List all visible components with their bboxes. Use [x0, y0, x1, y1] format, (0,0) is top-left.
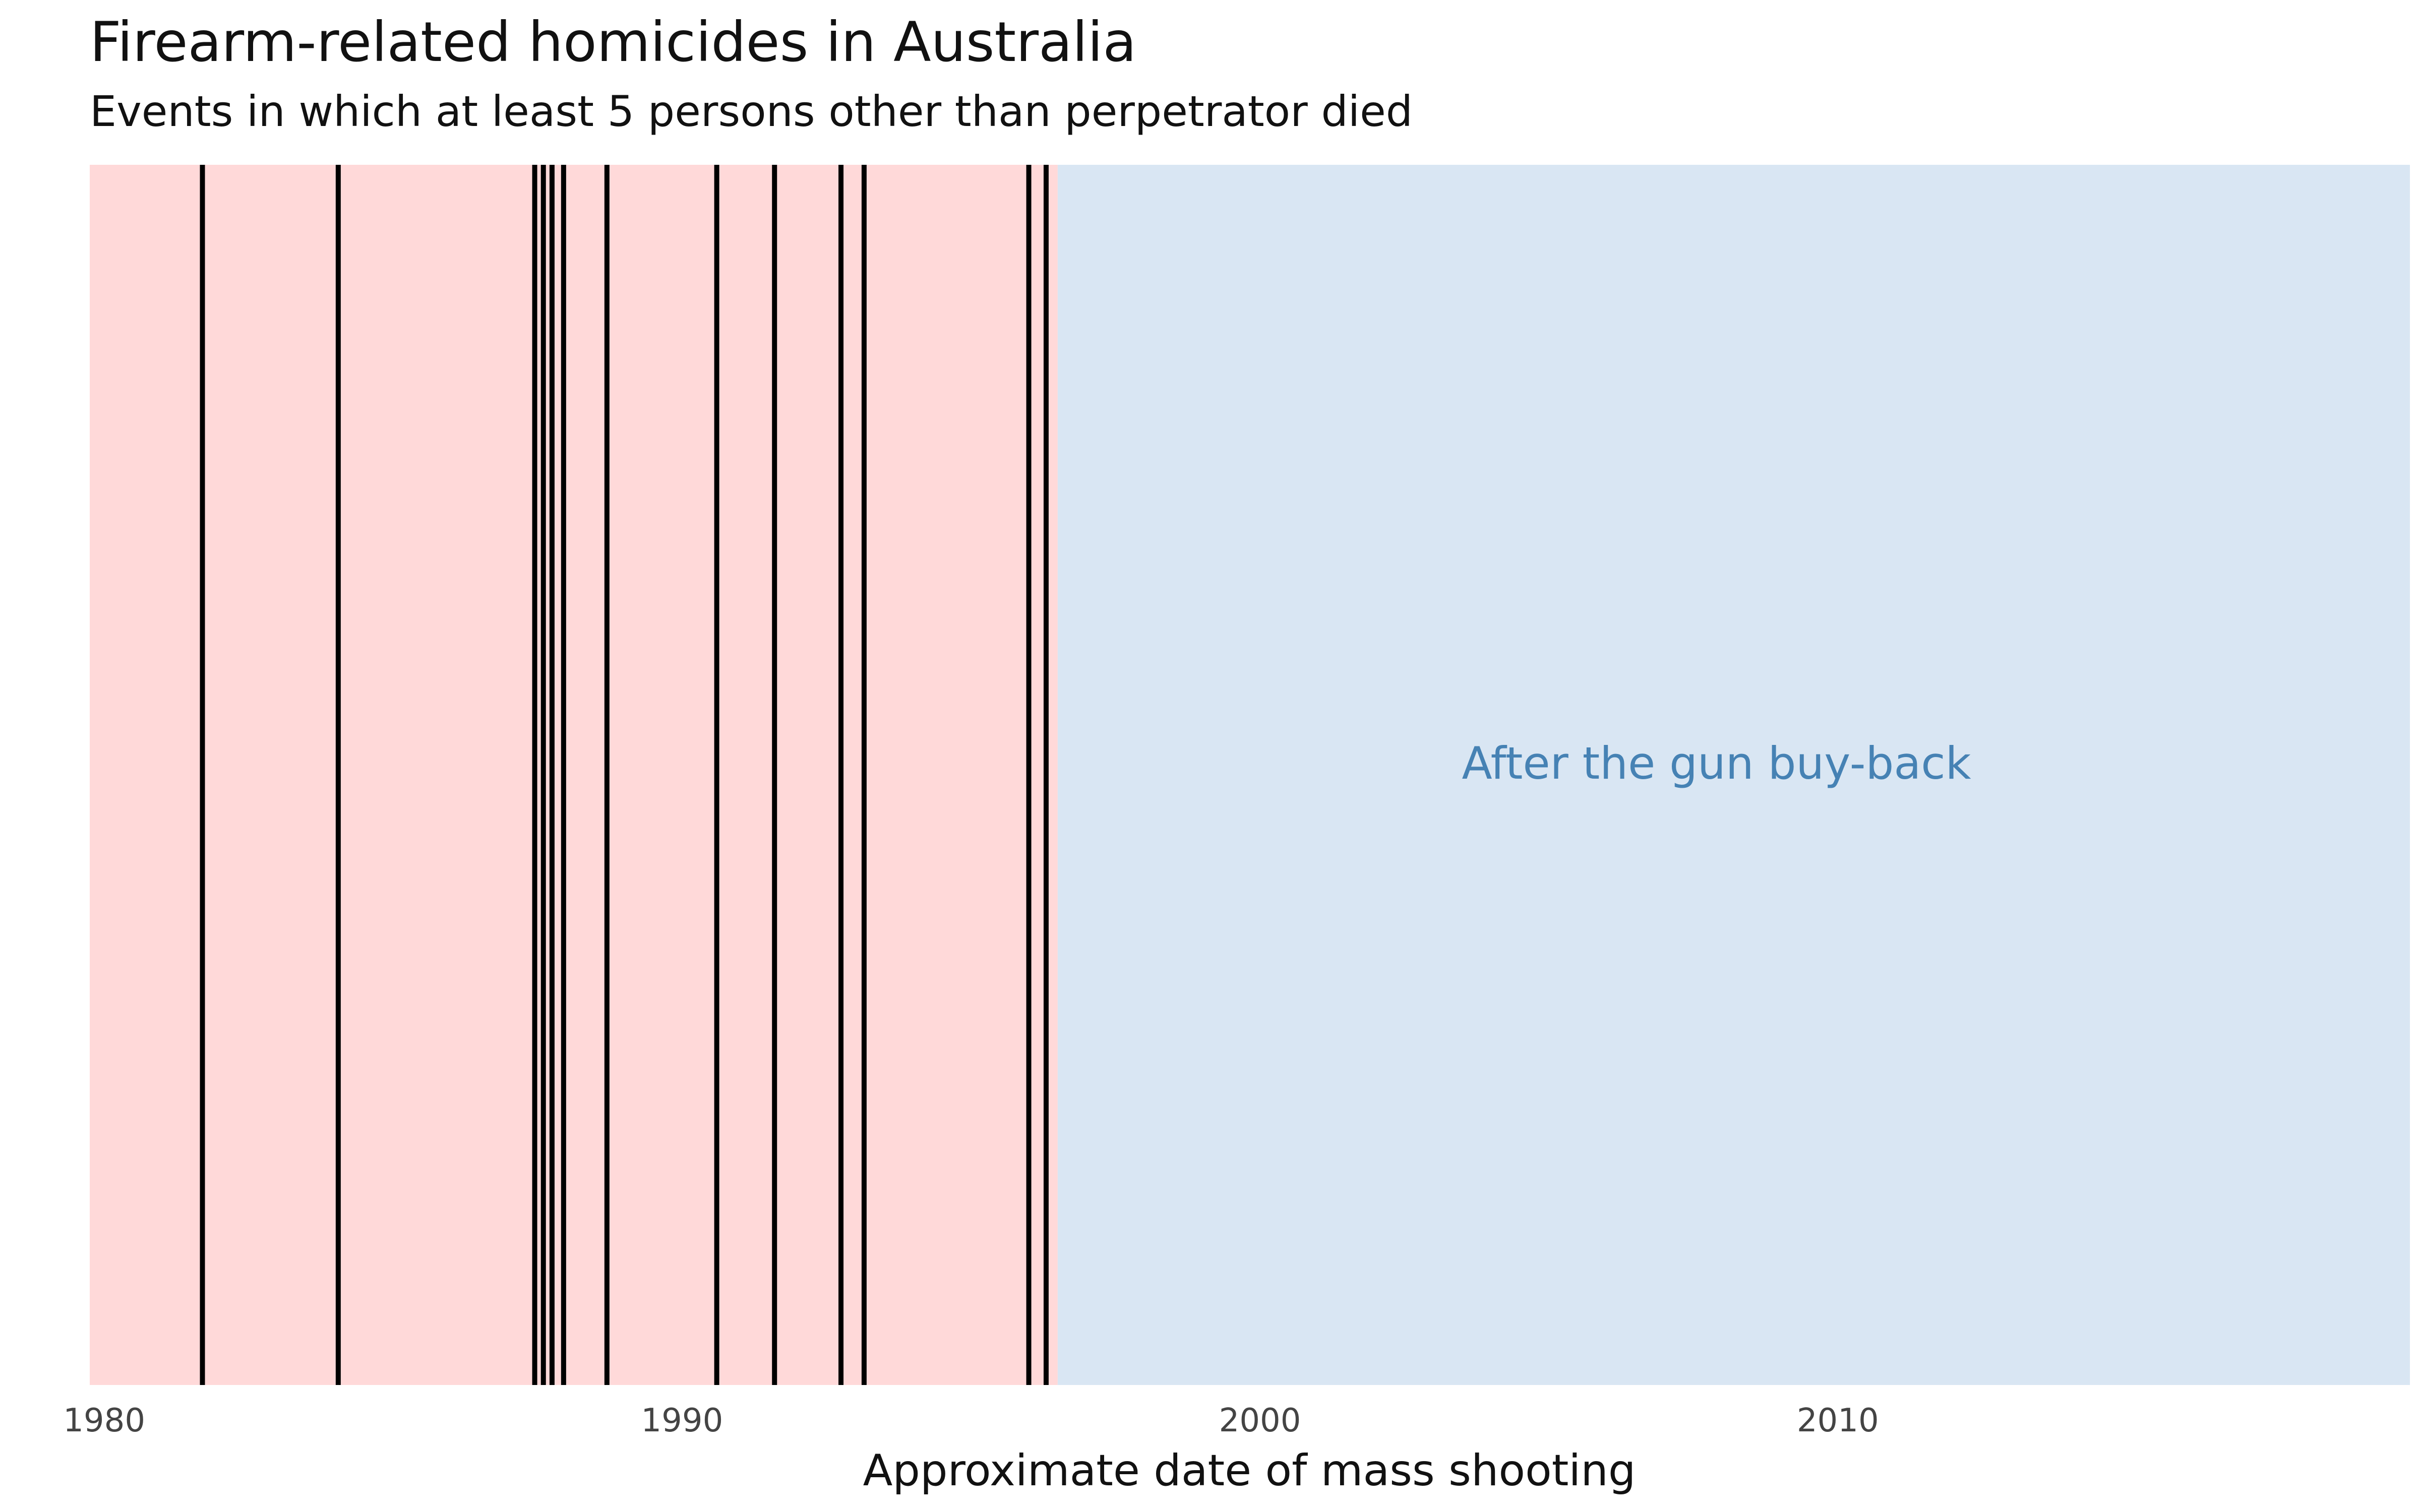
- period-regions: [90, 165, 2410, 1385]
- chart-title: Firearm-related homicides in Australia: [90, 10, 1137, 74]
- x-tick-label-2010: 2010: [1797, 1402, 1879, 1439]
- x-tick-label-1990: 1990: [641, 1402, 723, 1439]
- x-tick-label-1980: 1980: [63, 1402, 145, 1439]
- region-before: [90, 165, 1058, 1385]
- x-tick-label-2000: 2000: [1219, 1402, 1301, 1439]
- region-after: [1057, 165, 2410, 1385]
- x-axis-label: Approximate date of mass shooting: [863, 1445, 1636, 1496]
- chart-subtitle: Events in which at least 5 persons other…: [90, 87, 1413, 136]
- event-lines: [200, 165, 1049, 1385]
- annotation-after-buyback: After the gun buy-back: [1462, 737, 1971, 789]
- x-axis-ticks: 1980 1990 2000 2010: [63, 1402, 1879, 1439]
